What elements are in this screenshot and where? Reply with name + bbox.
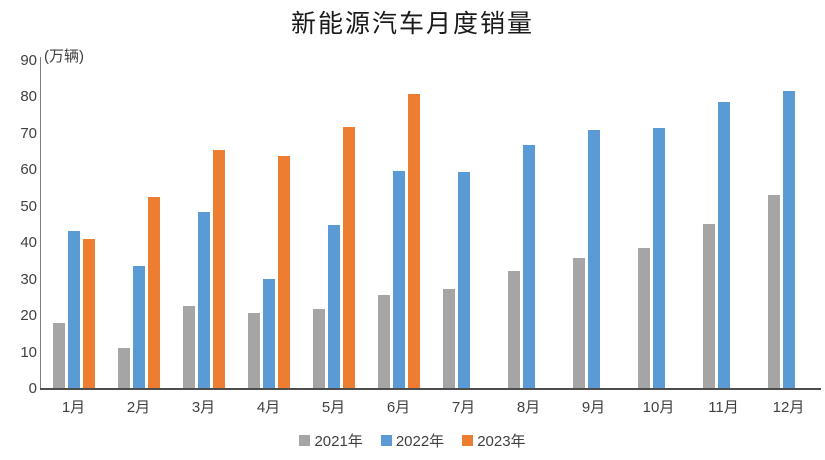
bar-2022年-9月: [587, 130, 600, 388]
bar-2023年-2月: [147, 196, 160, 388]
bar-2022年-5月: [327, 225, 340, 388]
x-tick-label-2月: 2月: [126, 399, 151, 416]
x-tick-label-10月: 10月: [642, 399, 675, 416]
x-tick-label-7月: 7月: [451, 399, 476, 416]
x-tick-label-11月: 11月: [708, 399, 739, 416]
legend: 2021年 2022年 2023年: [0, 430, 825, 451]
bar-2022年-8月: [522, 145, 535, 388]
bar-2021年-6月: [377, 294, 390, 388]
x-tick-label-12月: 12月: [772, 399, 805, 416]
legend-label: 2022年: [395, 433, 445, 450]
bar-2022年-1月: [67, 230, 80, 388]
legend-swatch-icon: [380, 435, 392, 446]
y-tick-label: 30: [20, 270, 37, 288]
y-tick-label: 20: [20, 307, 37, 325]
bar-2023年-1月: [82, 239, 95, 388]
bar-2021年-9月: [572, 257, 585, 388]
y-tick-label: 0: [28, 380, 37, 397]
legend-swatch-icon: [299, 435, 311, 446]
bar-2021年-3月: [182, 305, 195, 388]
bar-2022年-11月: [717, 101, 730, 388]
legend-item-2021年: 2021年: [299, 430, 363, 451]
bar-2021年-10月: [637, 248, 650, 388]
plot-area: [41, 60, 821, 388]
bar-2023年-4月: [277, 156, 290, 388]
x-tick-label-4月: 4月: [256, 399, 281, 416]
bar-2021年-2月: [117, 347, 130, 388]
bar-2021年-8月: [507, 271, 520, 388]
y-tick-label: 50: [20, 197, 37, 215]
y-tick-label: 60: [20, 161, 37, 179]
y-axis-line: [40, 57, 41, 389]
bar-2021年-5月: [312, 308, 325, 388]
legend-swatch-icon: [462, 435, 474, 446]
x-axis-line: [40, 388, 821, 390]
bar-2023年-6月: [407, 94, 420, 388]
bar-2022年-7月: [457, 171, 470, 388]
legend-item-2022年: 2022年: [380, 430, 445, 451]
bar-2022年-12月: [782, 91, 795, 388]
y-tick-label: 90: [20, 52, 37, 69]
y-tick-label: 10: [20, 343, 37, 361]
bar-2022年-3月: [197, 211, 210, 388]
legend-item-2023年: 2023年: [462, 430, 526, 451]
y-tick-label: 40: [20, 234, 37, 252]
legend-label: 2023年: [477, 433, 526, 450]
y-tick-label: 80: [20, 88, 37, 106]
x-tick-label-1月: 1月: [61, 399, 86, 416]
bar-2021年-1月: [52, 322, 65, 388]
x-tick-label-5月: 5月: [321, 399, 346, 416]
bar-2022年-10月: [652, 127, 665, 388]
chart-title: 新能源汽车月度销量: [290, 11, 534, 38]
bar-2021年-11月: [702, 224, 715, 388]
x-tick-label-9月: 9月: [581, 399, 606, 416]
x-tick-label-6月: 6月: [386, 399, 411, 416]
x-tick-label-8月: 8月: [516, 399, 541, 416]
bar-2021年-7月: [442, 289, 455, 388]
x-tick-label-3月: 3月: [191, 399, 216, 416]
bar-2022年-4月: [262, 279, 275, 388]
bar-2021年-4月: [247, 312, 260, 388]
bar-2023年-3月: [212, 150, 225, 388]
y-axis-unit-label: (万辆): [44, 48, 84, 65]
legend-label: 2021年: [314, 433, 363, 450]
bar-2022年-2月: [132, 266, 145, 388]
bar-2023年-5月: [342, 126, 355, 388]
bar-2021年-12月: [767, 194, 780, 388]
y-tick-label: 70: [20, 124, 37, 142]
bar-2022年-6月: [392, 170, 405, 388]
